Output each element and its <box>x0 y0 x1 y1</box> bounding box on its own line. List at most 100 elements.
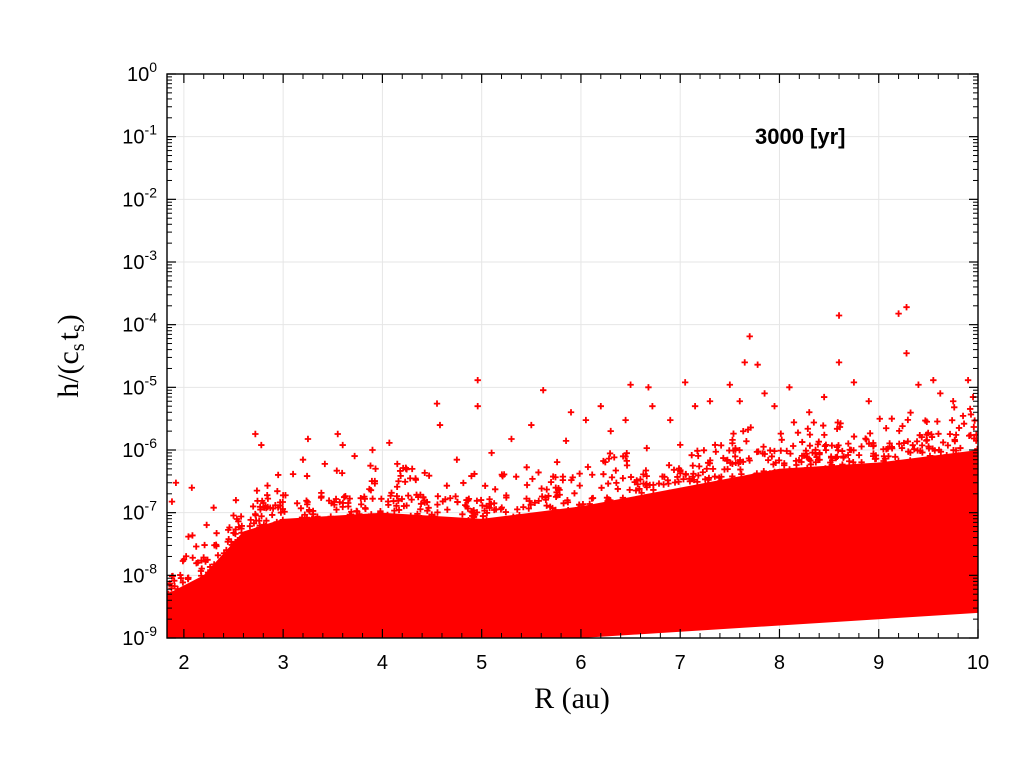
scatter-fuzz-point <box>434 501 441 508</box>
scatter-fuzz-point <box>268 511 276 519</box>
scatter-fuzz-point <box>904 438 912 445</box>
scatter-fuzz-point <box>951 404 958 411</box>
scatter-fuzz-point <box>781 460 788 467</box>
scatter-point <box>408 465 416 473</box>
scatter-fuzz-point <box>375 513 382 520</box>
scatter-fuzz-point <box>930 455 937 462</box>
scatter-point <box>850 379 858 386</box>
scatter-fuzz-point <box>822 441 830 449</box>
scatter-fuzz-point <box>740 428 747 435</box>
scatter-fuzz-point <box>398 495 406 503</box>
scatter-fuzz-point <box>369 495 376 502</box>
scatter-fuzz-point <box>418 515 425 522</box>
scatter-fuzz-point <box>899 422 906 430</box>
scatter-fuzz-point <box>775 457 783 464</box>
scatter-fuzz-point <box>327 513 334 520</box>
scatter-fuzz-point <box>655 480 663 487</box>
scatter-fuzz-point <box>531 499 539 506</box>
scatter-fuzz-point <box>789 442 797 450</box>
scatter-fuzz-point <box>378 495 385 502</box>
scatter-fuzz-point <box>338 469 346 477</box>
scatter-fuzz-point <box>402 464 410 472</box>
scatter-point <box>915 381 922 388</box>
scatter-fuzz-point <box>614 485 622 493</box>
scatter-fuzz-point <box>425 472 433 479</box>
scatter-fuzz-point <box>225 535 232 543</box>
scatter-fuzz-point <box>636 485 643 493</box>
scatter-fuzz-point <box>693 485 701 492</box>
scatter-fuzz-point <box>804 425 812 432</box>
scatter-fuzz-point <box>523 481 531 489</box>
scatter-fuzz-point <box>643 472 650 480</box>
scatter-fuzz-point <box>206 563 214 571</box>
scatter-fuzz-point <box>871 455 879 463</box>
y-tick-label: 10-1 <box>122 122 157 149</box>
scatter-fuzz-point <box>640 480 647 487</box>
scatter-fuzz-point <box>758 470 766 477</box>
scatter-fuzz-point <box>617 499 625 506</box>
scatter-point <box>895 310 902 317</box>
scatter-fuzz-point <box>675 478 682 485</box>
scatter-fuzz-point <box>393 483 401 490</box>
scatter-point <box>386 439 393 447</box>
scatter-fuzz-point <box>552 474 559 481</box>
scatter-fuzz-point <box>198 565 205 572</box>
scatter-fuzz-point <box>314 513 321 520</box>
scatter-fuzz-point <box>830 464 837 471</box>
scatter-fuzz-point <box>919 449 926 456</box>
scatter-fuzz-point <box>314 520 322 527</box>
scatter-fuzz-point <box>232 496 240 504</box>
scatter-fuzz-point <box>834 419 841 426</box>
scatter-fuzz-point <box>275 523 282 531</box>
scatter-fuzz-point <box>483 509 491 517</box>
scatter-fuzz-point <box>213 529 220 537</box>
scatter-fuzz-point <box>777 447 785 454</box>
scatter-fuzz-point <box>542 494 549 501</box>
scatter-point <box>562 437 570 445</box>
scatter-fuzz-point <box>538 485 545 492</box>
scatter-fuzz-point <box>452 493 459 500</box>
scatter-fuzz-point <box>777 430 785 437</box>
scatter-fuzz-point <box>549 504 556 512</box>
scatter-fuzz-point <box>602 458 609 466</box>
scatter-fuzz-point <box>235 518 242 525</box>
scatter-fuzz-point <box>502 508 510 516</box>
x-tick-label: 10 <box>967 652 989 674</box>
scatter-fuzz-point <box>423 499 431 506</box>
scatter-fuzz-point <box>736 446 743 454</box>
scatter-fuzz-point <box>772 459 779 466</box>
y-tick-label: 10-7 <box>122 498 157 525</box>
scatter-fuzz-point <box>393 502 400 509</box>
scatter-fuzz-point <box>717 477 724 485</box>
scatter-fuzz-point <box>612 467 620 474</box>
scatter-fuzz-point <box>189 532 196 539</box>
time-annotation: 3000 [yr] <box>755 124 846 149</box>
scatter-fuzz-point <box>814 441 822 448</box>
y-tick-label: 10-3 <box>122 247 157 274</box>
scatter-fuzz-point <box>720 454 727 462</box>
scatter-point <box>771 402 778 410</box>
scatter-fuzz-point <box>948 417 956 424</box>
scatter-fuzz-point <box>465 516 472 524</box>
scatter-fuzz-point <box>925 443 932 450</box>
scatter-point <box>820 393 828 401</box>
scatter-fuzz-point <box>907 409 914 416</box>
scatter-fuzz-point <box>703 465 710 472</box>
scatter-fuzz-point <box>743 438 750 445</box>
scatter-fuzz-point <box>492 506 500 513</box>
scatter-point <box>835 359 843 366</box>
scatter-fuzz-point <box>345 499 352 507</box>
scatter-fuzz-point <box>393 492 401 500</box>
scatter-fuzz-point <box>520 503 527 511</box>
scatter-fuzz-point <box>700 447 708 454</box>
scatter-fuzz-point <box>846 446 853 453</box>
scatter-fuzz-point <box>918 433 925 441</box>
scatter-fuzz-point <box>540 514 547 521</box>
scatter-fuzz-point <box>557 514 565 521</box>
scatter-fuzz-point <box>226 524 233 531</box>
scatter-fuzz-point <box>810 419 818 426</box>
scatter-fuzz-point <box>486 496 493 503</box>
scatter-fuzz-point <box>950 447 957 454</box>
scatter-fuzz-point <box>606 450 614 457</box>
scatter-fuzz-point <box>861 463 868 470</box>
